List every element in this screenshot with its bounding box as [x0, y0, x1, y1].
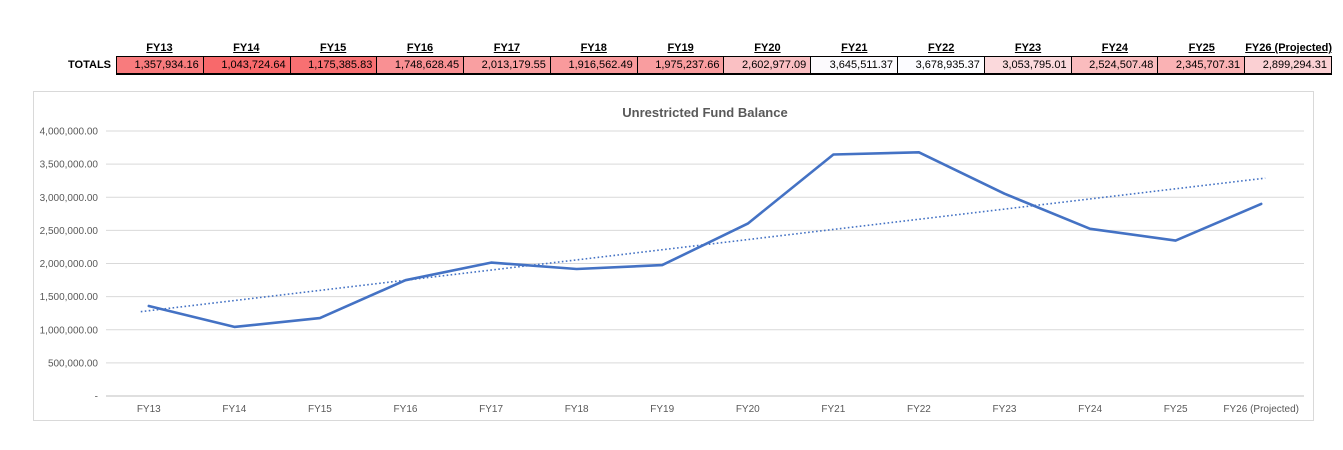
- totals-cell-fy18[interactable]: 1,916,562.49: [549, 57, 637, 73]
- totals-table: FY13 FY14 FY15 FY16 FY17 FY18 FY19 FY20 FY21 FY22…: [0, 41, 1332, 75]
- column-header-fy20[interactable]: FY20: [724, 41, 811, 56]
- x-axis-label: FY19: [650, 404, 674, 415]
- x-axis-label: FY16: [394, 404, 418, 415]
- column-header-label: FY22: [928, 42, 955, 54]
- header-row: FY13 FY14 FY15 FY16 FY17 FY18 FY19 FY20 FY21 FY22…: [0, 41, 1332, 56]
- y-axis-label: -: [95, 392, 98, 403]
- x-axis-label: FY14: [222, 404, 246, 415]
- x-axis-label: FY20: [736, 404, 760, 415]
- totals-cell-fy22[interactable]: 3,678,935.37: [897, 57, 984, 73]
- y-axis-label: 2,500,000.00: [40, 226, 99, 237]
- value-row: TOTALS 1,357,934.16 1,043,724.64 1,175,385…: [0, 56, 1332, 75]
- x-axis-label: FY15: [308, 404, 332, 415]
- chart-svg: - 500,000.00 1,000,000.00 1,500,000.00 2,000…: [40, 127, 1304, 415]
- x-axis-label: FY24: [1078, 404, 1102, 415]
- column-header-label: FY15: [320, 42, 347, 54]
- column-header-label: FY18: [580, 42, 607, 54]
- totals-cell-fy23[interactable]: 3,053,795.01: [983, 57, 1071, 73]
- column-header-fy22[interactable]: FY22: [898, 41, 985, 56]
- y-axis-label: 3,000,000.00: [40, 193, 99, 204]
- column-header-fy26[interactable]: FY26 (Projected): [1245, 41, 1332, 56]
- column-header-label: FY25: [1188, 42, 1215, 54]
- trendline: [140, 177, 1266, 313]
- totals-cell-fy25[interactable]: 2,345,707.31: [1157, 57, 1245, 73]
- totals-cell-fy19[interactable]: 1,975,237.66: [636, 57, 724, 73]
- column-header-label: FY16: [406, 42, 434, 54]
- y-axis-label: 4,000,000.00: [40, 127, 99, 138]
- value-cells: 1,357,934.16 1,043,724.64 1,175,385.83 1,74…: [116, 56, 1332, 75]
- column-header-label: FY21: [841, 42, 868, 54]
- y-axis-label: 1,500,000.00: [40, 292, 99, 303]
- y-axis-label: 1,000,000.00: [40, 325, 99, 336]
- header-row-spacer: [0, 41, 116, 56]
- x-axis-label: FY18: [565, 404, 589, 415]
- column-header-fy21[interactable]: FY21: [811, 41, 898, 56]
- x-axis-label: FY21: [821, 404, 845, 415]
- column-header-fy24[interactable]: FY24: [1071, 41, 1158, 56]
- totals-cell-fy20[interactable]: 2,602,977.09: [723, 57, 811, 73]
- totals-cell-fy13[interactable]: 1,357,934.16: [117, 57, 203, 73]
- totals-cell-fy21[interactable]: 3,645,511.37: [810, 57, 898, 73]
- column-header-label: FY14: [233, 42, 260, 54]
- column-header-fy14[interactable]: FY14: [203, 41, 290, 56]
- column-header-label: FY24: [1101, 42, 1129, 54]
- column-header-label: FY26 (Projected): [1245, 42, 1332, 54]
- column-header-fy19[interactable]: FY19: [637, 41, 724, 56]
- column-header-fy18[interactable]: FY18: [550, 41, 637, 56]
- series-line: [147, 150, 1263, 329]
- column-header-fy23[interactable]: FY23: [985, 41, 1072, 56]
- totals-row-label[interactable]: TOTALS: [68, 59, 111, 71]
- x-axis-label: FY17: [479, 404, 503, 415]
- totals-cell-fy14[interactable]: 1,043,724.64: [202, 57, 290, 73]
- x-axis-label: FY25: [1164, 404, 1188, 415]
- totals-cell-fy15[interactable]: 1,175,385.83: [289, 57, 377, 73]
- x-axis-label: FY13: [137, 404, 161, 415]
- column-header-label: FY20: [754, 42, 781, 54]
- column-header-fy15[interactable]: FY15: [290, 41, 377, 56]
- column-header-fy13[interactable]: FY13: [116, 41, 203, 56]
- column-header-label: FY23: [1014, 42, 1042, 54]
- fund-balance-chart[interactable]: Unrestricted Fund Balance -500,000.00 1,0…: [33, 91, 1314, 421]
- column-header-fy25[interactable]: FY25: [1158, 41, 1245, 56]
- column-header-fy17[interactable]: FY17: [463, 41, 550, 56]
- x-axis-label: FY26 (Projected): [1223, 404, 1299, 415]
- y-axis-label: 500,000.00: [48, 358, 98, 369]
- column-header-fy16[interactable]: FY16: [377, 41, 464, 56]
- y-axis-label: 2,000,000.00: [40, 259, 99, 270]
- column-header-label: FY13: [146, 42, 173, 54]
- column-header-label: FY19: [667, 42, 694, 54]
- x-axis-label: FY22: [907, 404, 931, 415]
- totals-cell-fy16[interactable]: 1,748,628.45: [376, 57, 464, 73]
- y-axis-label: 3,500,000.00: [40, 160, 99, 171]
- totals-cell-fy26[interactable]: 2,899,294.31: [1244, 57, 1331, 73]
- x-axis-label: FY23: [993, 404, 1017, 415]
- totals-cell-fy24[interactable]: 2,524,507.48: [1070, 57, 1158, 73]
- totals-cell-fy17[interactable]: 2,013,179.55: [463, 57, 550, 73]
- column-header-label: FY17: [493, 42, 521, 54]
